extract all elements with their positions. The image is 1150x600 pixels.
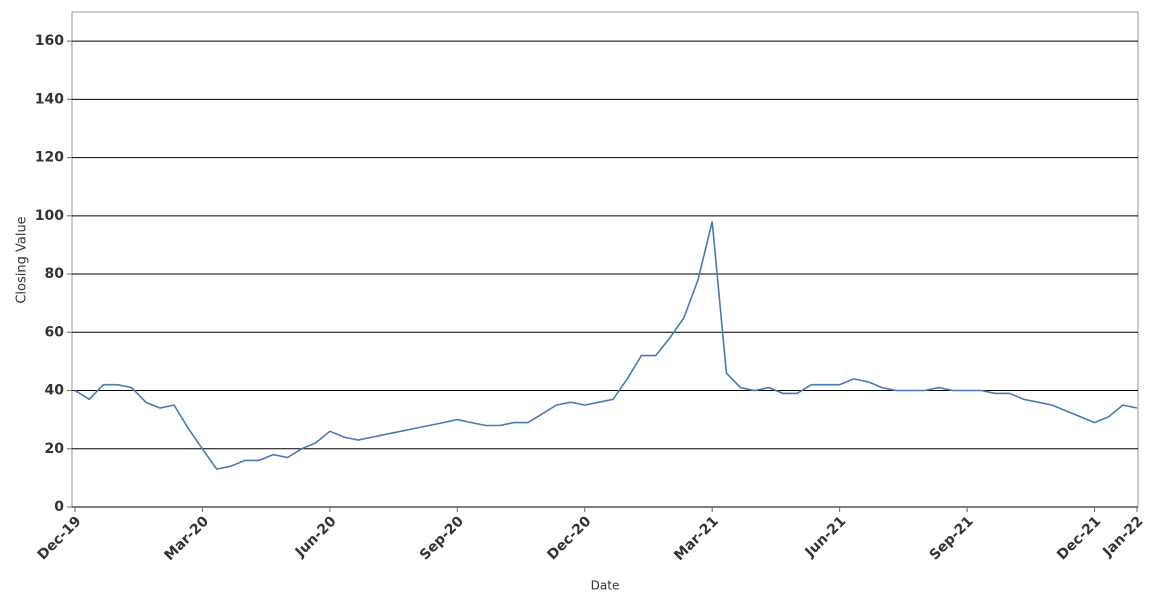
x-tick-label: Sep-21 xyxy=(927,513,977,563)
x-tick-label: Dec-20 xyxy=(544,513,594,563)
x-tick-label: Dec-19 xyxy=(35,513,85,563)
x-tick-label: Mar-20 xyxy=(161,513,212,564)
x-tick-label: Jun-20 xyxy=(292,513,340,561)
y-tick-label: 60 xyxy=(45,324,65,340)
y-tick-label: 40 xyxy=(45,383,65,399)
y-tick-label: 160 xyxy=(35,33,64,49)
line-series xyxy=(74,221,1138,470)
y-axis-label: Closing Value xyxy=(15,216,30,303)
x-tick-label: Sep-20 xyxy=(417,513,467,563)
x-tick-label: Mar-21 xyxy=(671,513,722,564)
y-tick-label: 20 xyxy=(45,441,65,457)
y-tick-label: 0 xyxy=(54,499,64,515)
y-tick-label: 120 xyxy=(35,150,64,166)
x-tick-label: Jun-21 xyxy=(802,513,850,561)
x-tick-label: Jan-22 xyxy=(1099,513,1146,560)
y-tick-label: 140 xyxy=(35,91,64,107)
x-axis-label: Date xyxy=(591,579,620,593)
plot-frame xyxy=(71,11,1139,508)
y-tick-label: 100 xyxy=(35,208,64,224)
x-tick-label: Dec-21 xyxy=(1054,513,1104,563)
y-tick-label: 80 xyxy=(45,266,65,282)
